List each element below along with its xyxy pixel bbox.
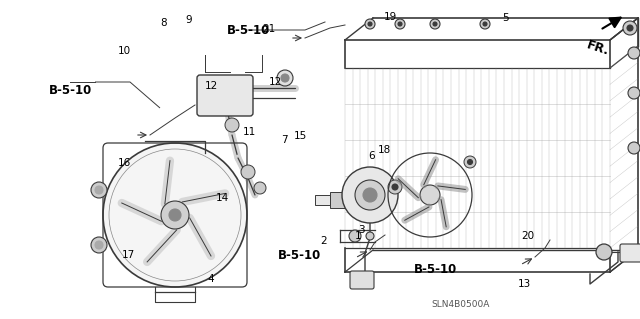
Text: 9: 9	[186, 15, 192, 25]
Text: 1: 1	[355, 231, 362, 241]
FancyBboxPatch shape	[350, 271, 374, 289]
Circle shape	[430, 19, 440, 29]
Circle shape	[388, 180, 402, 194]
Circle shape	[627, 25, 633, 31]
Circle shape	[628, 87, 640, 99]
Circle shape	[433, 22, 437, 26]
Text: FR.: FR.	[585, 38, 611, 57]
Text: B-5-10: B-5-10	[49, 85, 92, 97]
Text: 17: 17	[122, 250, 134, 260]
Circle shape	[95, 241, 103, 249]
Text: 8: 8	[160, 18, 166, 28]
Circle shape	[368, 22, 372, 26]
Text: B-5-10: B-5-10	[227, 24, 270, 37]
Circle shape	[225, 118, 239, 132]
Circle shape	[628, 142, 640, 154]
Circle shape	[398, 22, 402, 26]
Circle shape	[161, 201, 189, 229]
Text: 3: 3	[358, 225, 365, 235]
Circle shape	[483, 22, 487, 26]
Text: 21: 21	[262, 24, 275, 34]
Text: 14: 14	[216, 193, 229, 203]
Circle shape	[103, 143, 247, 287]
Text: B-5-10: B-5-10	[278, 249, 321, 262]
Text: 12: 12	[269, 77, 282, 87]
Text: 20: 20	[522, 231, 534, 241]
Circle shape	[480, 19, 490, 29]
Circle shape	[467, 160, 472, 165]
Circle shape	[623, 21, 637, 35]
Circle shape	[366, 232, 374, 240]
Circle shape	[169, 209, 181, 221]
Text: 15: 15	[294, 130, 307, 141]
Circle shape	[628, 47, 640, 59]
Circle shape	[365, 19, 375, 29]
Polygon shape	[330, 192, 345, 208]
Circle shape	[254, 182, 266, 194]
Circle shape	[420, 185, 440, 205]
Circle shape	[95, 186, 103, 194]
Text: 12: 12	[205, 81, 218, 91]
Text: 5: 5	[502, 12, 509, 23]
Text: 2: 2	[320, 236, 326, 246]
Circle shape	[363, 188, 377, 202]
Circle shape	[464, 156, 476, 168]
Circle shape	[281, 74, 289, 82]
Text: 19: 19	[384, 11, 397, 22]
Text: 7: 7	[282, 135, 288, 145]
Circle shape	[392, 184, 398, 190]
Text: 18: 18	[378, 145, 390, 155]
Text: 10: 10	[118, 46, 131, 56]
Circle shape	[596, 244, 612, 260]
Polygon shape	[315, 195, 330, 205]
Circle shape	[342, 167, 398, 223]
Circle shape	[355, 180, 385, 210]
Circle shape	[241, 165, 255, 179]
Text: 16: 16	[118, 158, 131, 168]
Text: B-5-10: B-5-10	[413, 263, 457, 276]
Text: 4: 4	[208, 274, 214, 284]
Text: 6: 6	[368, 151, 374, 161]
Text: 11: 11	[243, 127, 256, 137]
Circle shape	[91, 237, 107, 253]
FancyBboxPatch shape	[197, 75, 253, 116]
Circle shape	[91, 182, 107, 198]
Circle shape	[395, 19, 405, 29]
Circle shape	[277, 70, 293, 86]
Text: 13: 13	[518, 279, 531, 289]
FancyBboxPatch shape	[620, 244, 640, 262]
Text: SLN4B0500A: SLN4B0500A	[431, 300, 490, 309]
Circle shape	[349, 230, 361, 242]
